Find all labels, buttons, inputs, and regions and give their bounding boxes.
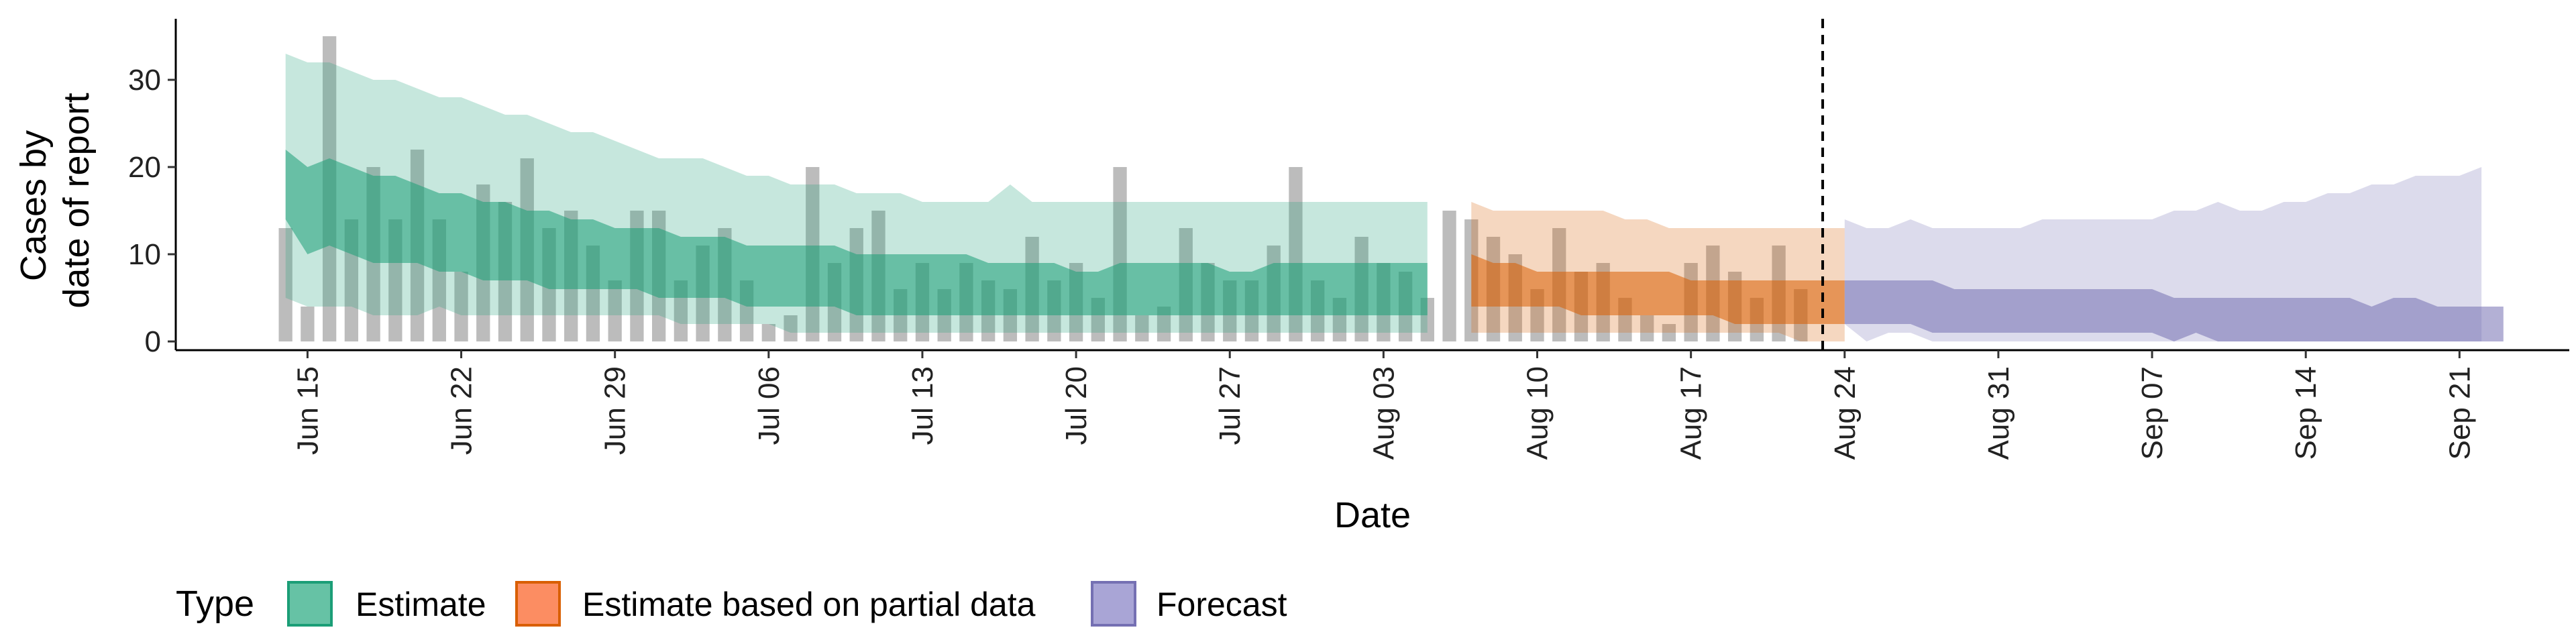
legend-key-forecast bbox=[1091, 581, 1136, 627]
legend-label-partial-estimate: Estimate based on partial data bbox=[582, 586, 1036, 623]
reported-cases-bar bbox=[278, 228, 292, 341]
reported-cases-bar bbox=[784, 315, 798, 341]
y-tick-label: 30 bbox=[128, 64, 161, 97]
x-tick-label: Jun 29 bbox=[599, 366, 632, 455]
x-tick-label: Jul 13 bbox=[906, 366, 939, 445]
x-tick-label: Jun 22 bbox=[445, 366, 478, 455]
legend-label-estimate: Estimate bbox=[356, 586, 486, 623]
reported-cases-bar bbox=[1135, 315, 1149, 341]
y-axis-title-line-1: Cases by bbox=[13, 130, 54, 281]
x-tick-label: Sep 21 bbox=[2443, 366, 2476, 460]
x-tick-label: Aug 10 bbox=[1521, 366, 1554, 460]
y-tick-label: 0 bbox=[145, 325, 161, 358]
x-tick-label: Aug 24 bbox=[1829, 366, 1862, 460]
reported-cases-bar bbox=[608, 280, 622, 341]
y-tick-label: 20 bbox=[128, 151, 161, 184]
estimate-50-ribbon bbox=[285, 150, 1428, 315]
x-axis-title: Date bbox=[1334, 495, 1411, 535]
y-tick-label: 10 bbox=[128, 238, 161, 271]
x-tick-label: Jul 06 bbox=[753, 366, 786, 445]
x-tick-label: Sep 07 bbox=[2136, 366, 2169, 460]
reported-cases-bar bbox=[454, 272, 468, 341]
reported-cases-bar bbox=[1442, 211, 1456, 341]
x-tick-label: Jul 27 bbox=[1214, 366, 1246, 445]
estimate-ribbons bbox=[285, 54, 2504, 341]
x-tick-label: Aug 03 bbox=[1367, 366, 1400, 460]
x-tick-label: Aug 31 bbox=[1982, 366, 2015, 460]
reported-cases-bar bbox=[1662, 324, 1676, 341]
y-axis-title-line-2: date of report bbox=[56, 93, 97, 308]
y-axis-ticks: 0 10 20 30 bbox=[128, 64, 176, 358]
legend-key-partial-estimate bbox=[515, 581, 561, 627]
y-axis-title: Cases by date of report bbox=[13, 93, 97, 308]
x-tick-label: Aug 17 bbox=[1675, 366, 1708, 460]
legend: Type Estimate Estimate based on partial d… bbox=[176, 581, 1287, 627]
x-tick-label: Jul 20 bbox=[1060, 366, 1093, 445]
x-tick-label: Sep 14 bbox=[2290, 366, 2322, 460]
reported-cases-bar bbox=[1640, 315, 1654, 341]
legend-title: Type bbox=[176, 584, 254, 624]
x-tick-label: Jun 15 bbox=[291, 366, 324, 455]
reported-cases-bar bbox=[761, 324, 775, 341]
legend-label-forecast: Forecast bbox=[1157, 586, 1287, 623]
legend-key-estimate bbox=[287, 581, 333, 627]
x-axis-ticks: Jun 15 Jun 22 Jun 29 Jul 06 Jul 13 Jul 20 Jul … bbox=[291, 350, 2476, 460]
reported-cases-bar bbox=[301, 307, 315, 341]
partial-estimate-50-ribbon bbox=[1471, 254, 1845, 324]
forecast-50-ribbon bbox=[1844, 280, 2504, 341]
